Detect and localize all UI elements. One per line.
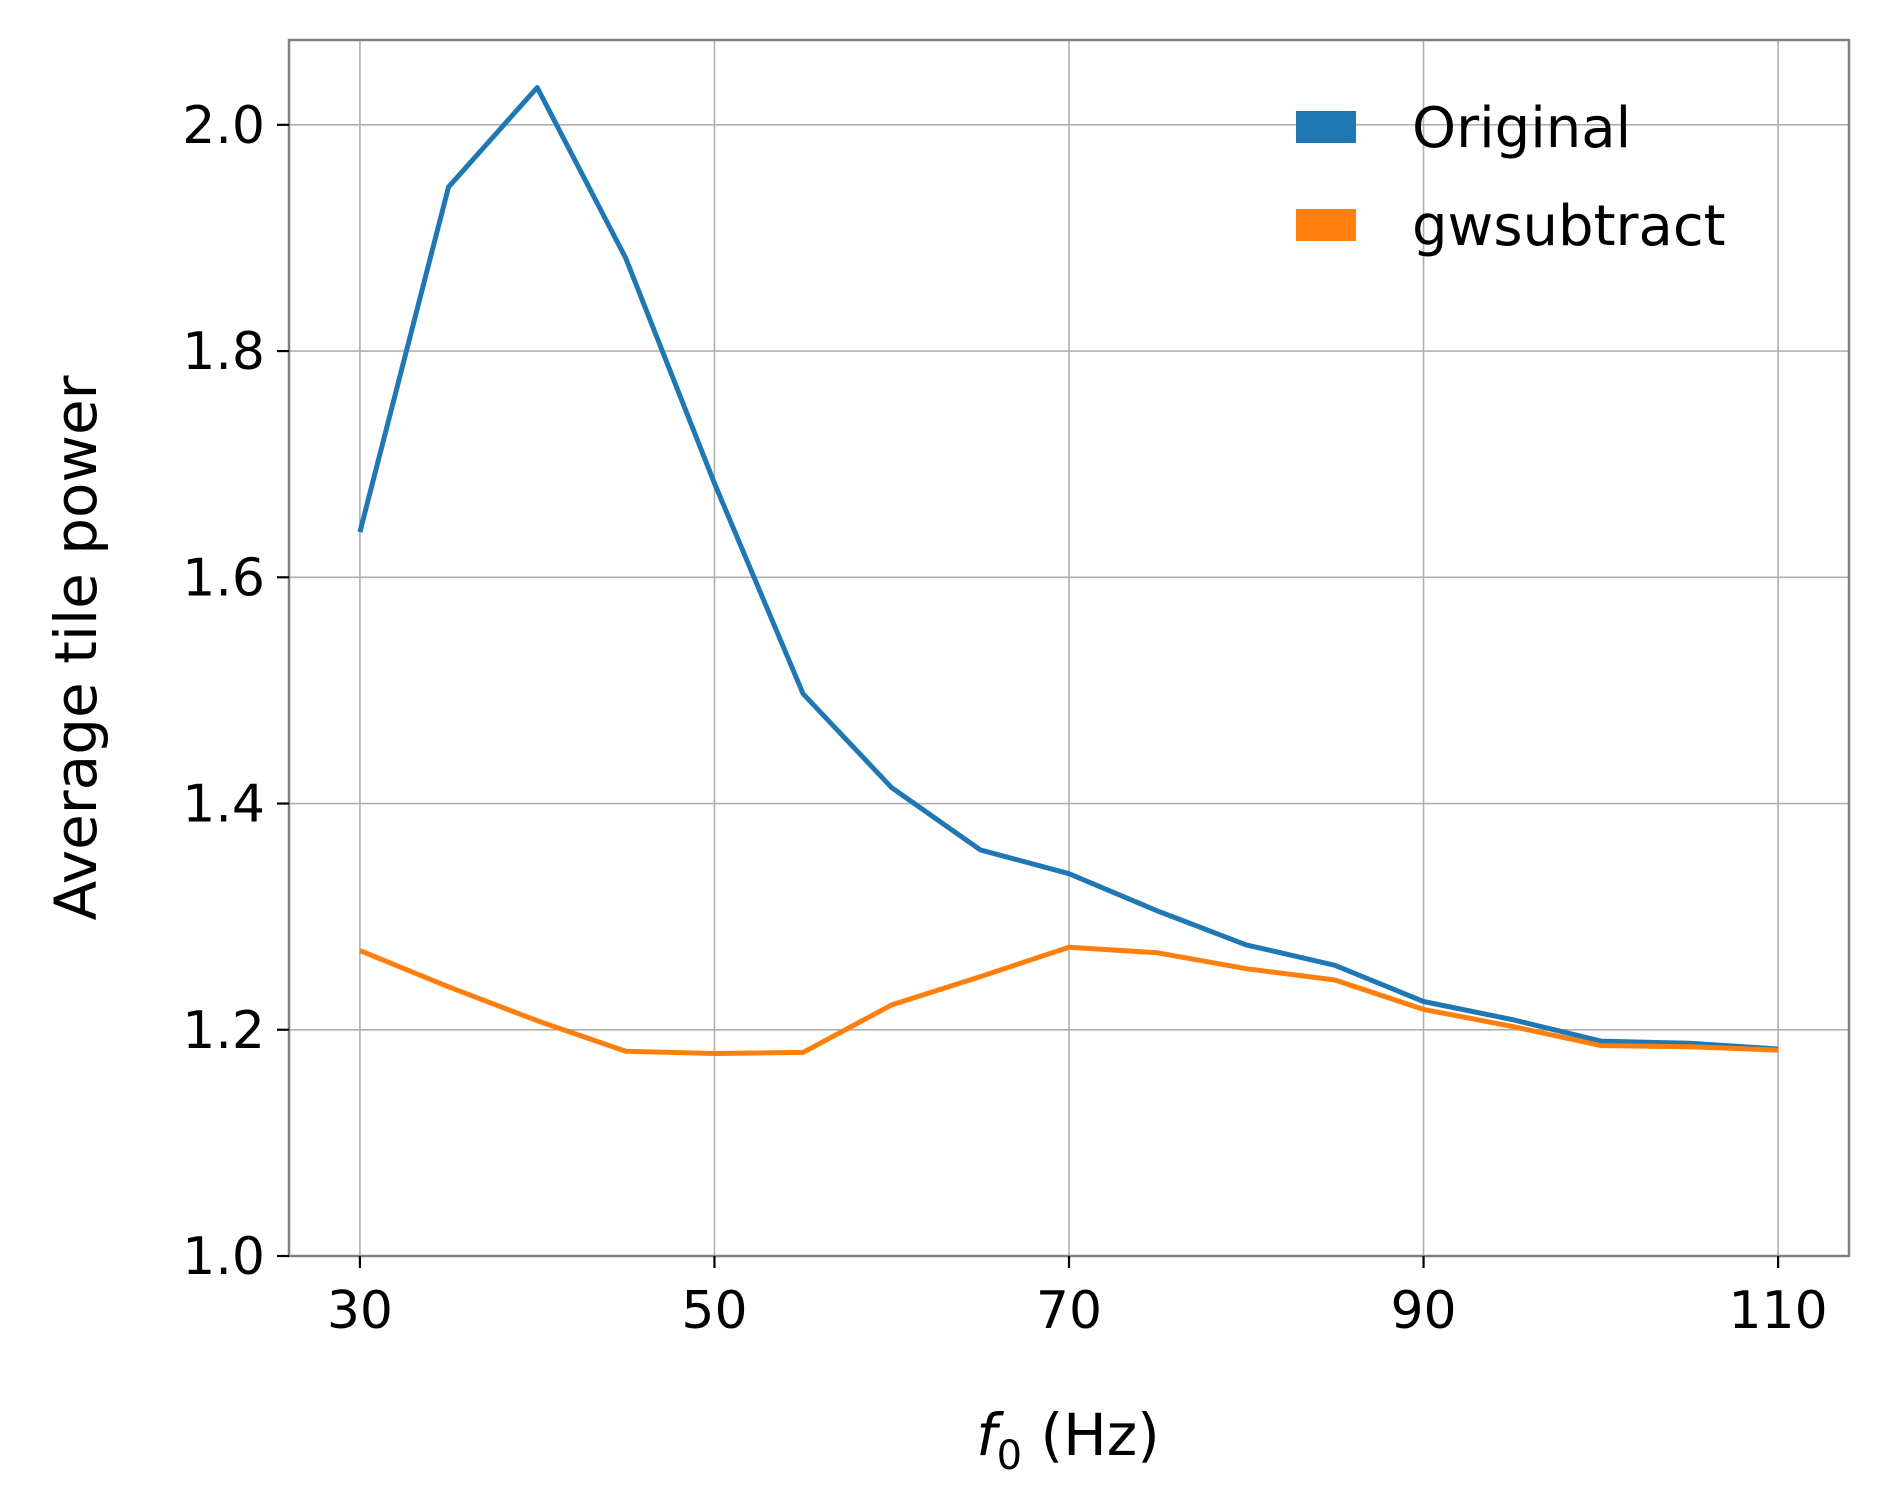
y-tick-label-4: 1.8 [182, 322, 265, 382]
x-axis-label-unit: (Hz) [1022, 1401, 1160, 1469]
legend: Original gwsubtract [1296, 96, 1726, 259]
legend-label-gwsubtract: gwsubtract [1412, 194, 1726, 259]
x-axis-label: f0 (Hz) [976, 1401, 1160, 1479]
y-tick-label-0: 1.0 [182, 1227, 265, 1287]
y-tick-label-1: 1.2 [182, 1001, 265, 1061]
y-axis-label: Average tile power [42, 375, 110, 920]
series-line-original [357, 85, 1779, 1052]
y-tick-label-5: 2.0 [182, 96, 265, 156]
legend-swatch-original [1296, 111, 1356, 143]
series-line-gwsubtract [358, 944, 1779, 1056]
y-tick-label-2: 1.4 [182, 775, 265, 835]
legend-swatch-gwsubtract [1296, 209, 1356, 241]
x-tick-label-3: 90 [1390, 1281, 1456, 1341]
x-axis-label-subscript: 0 [997, 1433, 1022, 1479]
y-axis-ticks: 1.0 1.2 1.4 1.6 1.8 2.0 [182, 96, 289, 1287]
x-tick-label-2: 70 [1036, 1281, 1102, 1341]
series-lines [357, 85, 1779, 1056]
legend-label-original: Original [1412, 96, 1631, 161]
x-tick-label-0: 30 [327, 1281, 393, 1341]
x-tick-label-4: 110 [1728, 1281, 1827, 1341]
y-tick-label-3: 1.6 [182, 548, 265, 608]
x-tick-label-1: 50 [681, 1281, 747, 1341]
x-axis-ticks: 30 50 70 90 110 [327, 1256, 1828, 1341]
